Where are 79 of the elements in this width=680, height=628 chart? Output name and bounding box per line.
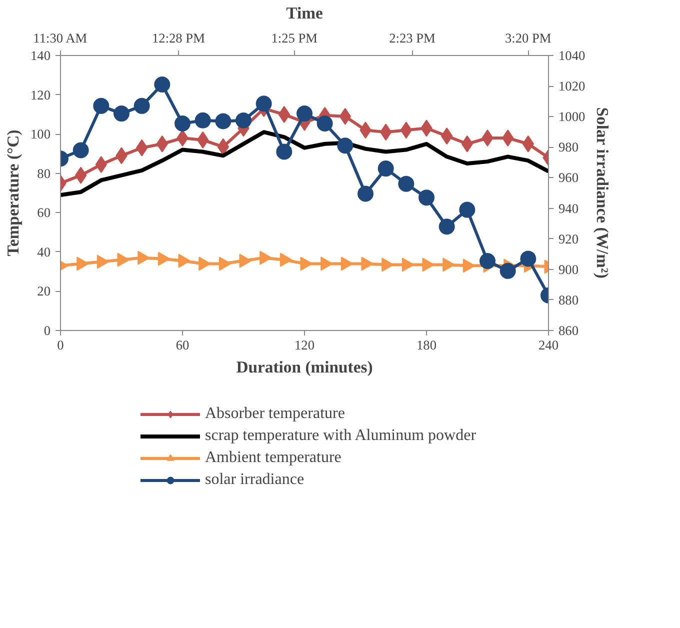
- legend-label: Ambient temperature: [205, 449, 342, 467]
- x2-tick-label: 12:28 PM: [152, 30, 206, 46]
- point: [215, 113, 232, 130]
- legend-label: Absorber temperature: [205, 405, 345, 423]
- point: [198, 256, 211, 271]
- point: [361, 256, 374, 271]
- x-tick-label: 0: [57, 338, 64, 352]
- legend-label: scrap temperature with Aluminum powder: [205, 427, 476, 445]
- x-tick-label: 120: [294, 338, 315, 352]
- point: [260, 250, 272, 265]
- y2-tick-label: 860: [558, 323, 579, 338]
- point: [502, 130, 514, 146]
- point: [134, 98, 150, 114]
- point: [418, 190, 434, 206]
- x-tick-label: 60: [176, 338, 190, 352]
- y-tick-label: 100: [30, 126, 51, 142]
- y2-tick-label: 1000: [558, 109, 586, 124]
- y2-tick-label: 1040: [558, 48, 586, 63]
- point: [194, 112, 211, 128]
- y2-tick-label: 920: [558, 231, 579, 246]
- y-axis-title: Temperature (°C): [4, 130, 23, 256]
- y-tick-label: 20: [37, 284, 51, 299]
- point: [236, 112, 252, 128]
- point: [320, 256, 333, 271]
- x2-tick-label: 3:20 PM: [504, 30, 552, 46]
- point: [480, 253, 496, 269]
- y2-tick-label: 960: [558, 170, 579, 186]
- y2-tick-label: 880: [558, 292, 579, 308]
- point: [520, 250, 536, 267]
- y-tick-label: 80: [37, 166, 51, 181]
- y2-tick-label: 900: [558, 262, 579, 277]
- x2-tick-label: 11:30 AM: [33, 30, 88, 46]
- y2-tick-label: 1020: [558, 78, 586, 94]
- point: [138, 250, 150, 265]
- point: [154, 76, 170, 93]
- y2-tick-label: 980: [558, 140, 579, 155]
- point: [296, 106, 312, 122]
- point: [174, 116, 190, 132]
- y-tick-label: 60: [37, 205, 51, 220]
- point: [337, 138, 354, 154]
- point: [276, 144, 292, 160]
- point: [459, 202, 476, 218]
- point: [378, 160, 394, 177]
- point: [500, 262, 516, 279]
- x2-axis-title: Time: [286, 4, 323, 22]
- point: [256, 96, 272, 112]
- y-tick-label: 140: [30, 48, 51, 63]
- point: [178, 254, 191, 268]
- x-tick-label: 180: [416, 338, 437, 352]
- x2-tick-label: 2:23 PM: [389, 30, 436, 46]
- y-tick-label: 0: [44, 323, 51, 338]
- point: [117, 252, 130, 267]
- point: [482, 130, 494, 146]
- point: [76, 256, 89, 271]
- point: [402, 258, 414, 272]
- point: [340, 256, 354, 271]
- x-tick-label: 240: [538, 338, 559, 352]
- point: [280, 252, 292, 267]
- y-tick-label: 120: [30, 87, 51, 102]
- point: [114, 106, 130, 122]
- line-series: [60, 130, 548, 197]
- point: [96, 254, 110, 269]
- point: [438, 218, 455, 235]
- y2-tick-label: 940: [558, 200, 579, 216]
- x-axis-title: Duration (minutes): [236, 358, 373, 376]
- y-tick-label: 40: [37, 244, 51, 260]
- point: [239, 254, 252, 268]
- point: [358, 186, 374, 202]
- point: [300, 256, 313, 271]
- point: [382, 258, 394, 272]
- y2-axis-title: Solar irradiance (W/m²): [593, 107, 612, 278]
- point: [398, 176, 414, 192]
- point: [72, 142, 89, 158]
- point: [93, 98, 110, 114]
- point: [218, 256, 232, 271]
- point: [316, 116, 333, 132]
- legend-label: solar irradiance: [205, 471, 304, 489]
- point: [158, 252, 170, 266]
- x2-tick-label: 1:25 PM: [271, 30, 318, 46]
